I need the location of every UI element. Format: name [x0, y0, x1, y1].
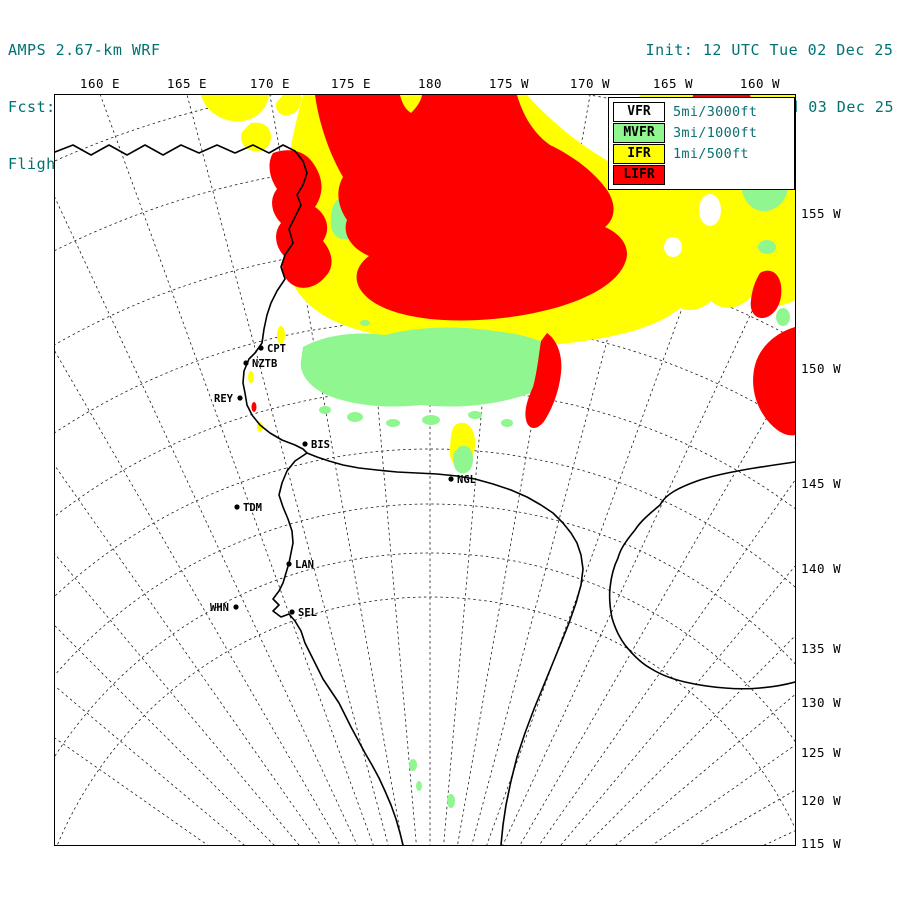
station-label: SEL — [298, 607, 317, 619]
axis-label: 175 E — [330, 76, 372, 91]
station-dot — [233, 604, 239, 610]
axis-label: 170 W — [569, 76, 611, 91]
legend-swatch-lifr: LIFR — [613, 165, 665, 185]
legend-row-vfr: VFR 5mi/3000ft — [613, 102, 790, 122]
station-cpt: CPT — [258, 343, 286, 355]
axis-label: 170 E — [249, 76, 291, 91]
model-title: AMPS 2.67-km WRF — [8, 41, 161, 59]
station-label: NGL — [457, 474, 476, 486]
station-lan: LAN — [286, 559, 314, 571]
init-time: Init: 12 UTC Tue 02 Dec 25 — [645, 41, 894, 59]
victoria-land-coast — [55, 144, 404, 845]
coastline — [55, 144, 795, 845]
legend-row-mvfr: MVFR 3mi/1000ft — [613, 123, 790, 143]
axis-label: 165 W — [652, 76, 694, 91]
axis-label: 125 W — [801, 745, 842, 760]
station-sel: SEL — [289, 607, 317, 619]
axis-label: 130 W — [801, 695, 842, 710]
station-label: LAN — [295, 559, 314, 571]
axis-label: 145 W — [801, 476, 842, 491]
axis-label: 160 E — [79, 76, 121, 91]
legend-swatch-mvfr: MVFR — [613, 123, 665, 143]
legend-swatch-ifr: IFR — [613, 144, 665, 164]
legend: VFR 5mi/3000ft MVFR 3mi/1000ft IFR 1mi/5… — [608, 97, 795, 190]
station-label: BIS — [311, 439, 330, 451]
ross-ice-shelf-edge — [306, 452, 584, 845]
station-label: REY — [214, 393, 234, 405]
station-nztb: NZTB — [243, 358, 277, 370]
map-panel: CPT NZTB REY BIS TDM LAN WHN SEL — [54, 94, 796, 846]
axis-label: 175 W — [488, 76, 530, 91]
station-dot — [289, 609, 295, 615]
station-label: CPT — [267, 343, 286, 355]
station-label: NZTB — [252, 358, 277, 370]
axis-label: 180 — [417, 76, 443, 91]
axis-label: 160 W — [739, 76, 781, 91]
station-label: WHN — [210, 602, 229, 614]
station-dot — [234, 504, 240, 510]
axis-label: 150 W — [801, 361, 842, 376]
legend-threshold-vfr: 5mi/3000ft — [673, 104, 758, 120]
legend-row-lifr: LIFR — [613, 165, 790, 185]
station-label: TDM — [243, 502, 262, 514]
axis-label: 140 W — [801, 561, 842, 576]
station-dot — [286, 561, 292, 567]
axis-label: 155 W — [801, 206, 842, 221]
station-dot — [243, 360, 249, 366]
legend-threshold-ifr: 1mi/500ft — [673, 146, 749, 162]
station-tdm: TDM — [234, 502, 262, 514]
axis-label: 120 W — [801, 793, 842, 808]
station-dot — [237, 395, 243, 401]
axis-label: 115 W — [801, 836, 842, 851]
legend-threshold-mvfr: 3mi/1000ft — [673, 125, 758, 141]
station-whn: WHN — [210, 602, 239, 614]
marie-byrd-land-coast — [608, 461, 795, 690]
station-dot — [258, 345, 264, 351]
legend-swatch-vfr: VFR — [613, 102, 665, 122]
station-markers: CPT NZTB REY BIS TDM LAN WHN SEL — [210, 343, 476, 619]
station-bis: BIS — [302, 439, 330, 451]
legend-row-ifr: IFR 1mi/500ft — [613, 144, 790, 164]
map-canvas: CPT NZTB REY BIS TDM LAN WHN SEL — [55, 95, 795, 845]
station-ngl: NGL — [448, 474, 476, 486]
axis-label: 135 W — [801, 641, 842, 656]
station-dot — [448, 476, 454, 482]
station-dot — [302, 441, 308, 447]
station-rey: REY — [214, 393, 243, 405]
axis-label: 165 E — [166, 76, 208, 91]
